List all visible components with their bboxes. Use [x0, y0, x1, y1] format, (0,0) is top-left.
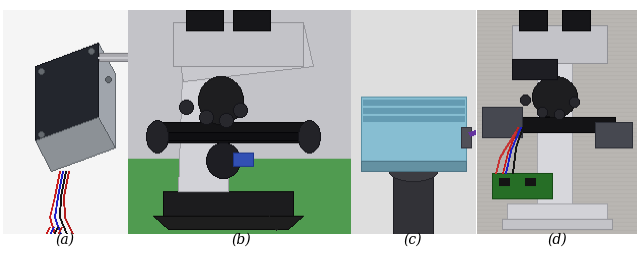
Text: (b): (b): [232, 233, 251, 247]
Text: (d): (d): [547, 233, 566, 247]
Text: (a): (a): [56, 233, 75, 247]
Text: (c): (c): [404, 233, 422, 247]
